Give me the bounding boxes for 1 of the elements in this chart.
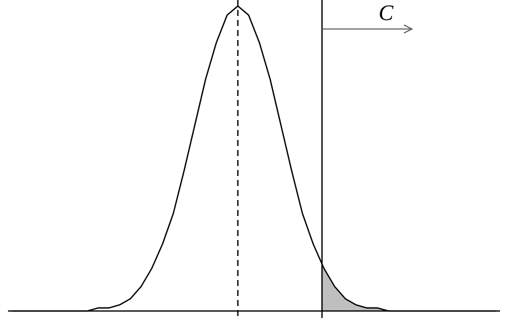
annotation: C [378,0,394,25]
